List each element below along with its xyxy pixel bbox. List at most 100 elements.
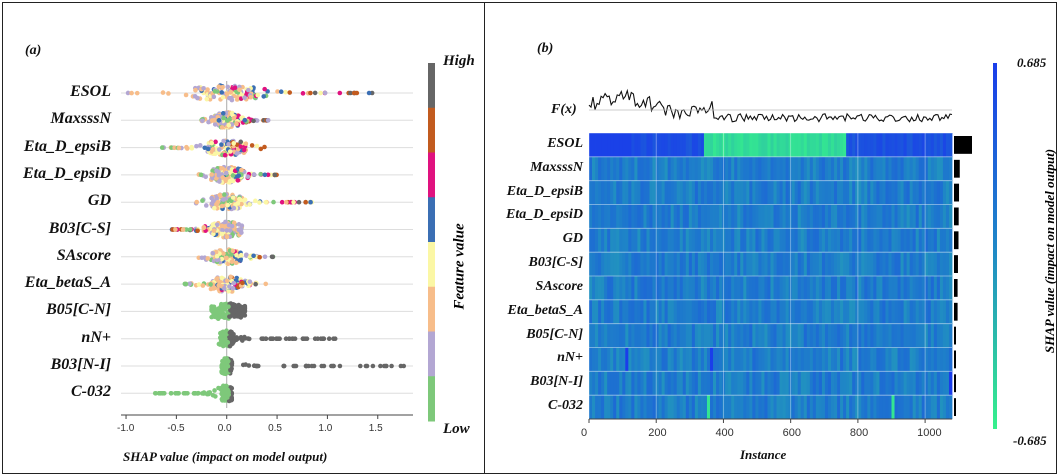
heatmap-cell xyxy=(776,204,780,229)
heatmap-cell xyxy=(613,204,617,229)
heatmap-cell xyxy=(831,395,835,420)
feature-label: GD xyxy=(87,192,111,210)
shap-point xyxy=(219,90,225,95)
heatmap-cell xyxy=(628,395,632,420)
heatmap-cell xyxy=(770,228,774,253)
heatmap-cell xyxy=(667,323,672,348)
heatmap-cell xyxy=(803,347,808,372)
shap-point xyxy=(219,332,224,338)
heatmap-cell xyxy=(888,228,892,253)
heatmap-cell xyxy=(785,204,790,229)
heatmap-cell xyxy=(764,347,768,372)
shap-point xyxy=(262,172,268,178)
shap-point xyxy=(211,309,217,315)
importance-bar xyxy=(954,255,958,273)
heatmap-cell xyxy=(637,180,641,205)
heatmap-cell xyxy=(710,299,714,324)
heatmap-cell xyxy=(794,371,799,396)
shap-point xyxy=(229,223,235,229)
heatmap-cell xyxy=(691,395,696,420)
heatmap-cell xyxy=(837,156,841,181)
heatmap-cell xyxy=(640,395,644,420)
x-tick-label: -0.5 xyxy=(167,423,185,434)
heatmap-cell xyxy=(791,371,796,396)
shap-point xyxy=(214,222,220,228)
heatmap-cell xyxy=(948,133,953,158)
shap-point xyxy=(176,390,181,396)
heatmap-cell xyxy=(879,204,883,229)
shap-point xyxy=(200,198,205,203)
heatmap-cell xyxy=(779,347,783,372)
heatmap-cell xyxy=(834,299,838,324)
shap-point xyxy=(321,363,327,369)
heatmap-cell xyxy=(694,347,699,372)
shap-point xyxy=(242,304,247,309)
heatmap-cell xyxy=(667,252,672,277)
heatmap-cell xyxy=(800,204,805,229)
heatmap-cell xyxy=(710,204,714,229)
heatmap-cell xyxy=(731,133,735,158)
heatmap-cell xyxy=(655,347,659,372)
heatmap-cell xyxy=(685,395,690,420)
heatmap-cell xyxy=(852,204,856,229)
heatmap-cell xyxy=(767,395,771,420)
heatmap-cell xyxy=(628,299,632,324)
shap-point xyxy=(255,363,260,369)
x-tick-label: 1.0 xyxy=(318,423,333,434)
panel-a-letter: (a) xyxy=(25,43,42,58)
heatmap-cell xyxy=(942,180,947,205)
heatmap-cell xyxy=(903,156,908,181)
heatmap-cell xyxy=(595,228,599,253)
heatmap-cell xyxy=(909,395,914,420)
heatmap-cell xyxy=(731,371,735,396)
heatmap-cell xyxy=(676,252,681,277)
heatmap-cell xyxy=(930,276,935,301)
heatmap-cell xyxy=(761,371,765,396)
heatmap-cell xyxy=(785,395,790,420)
heatmap-cell xyxy=(752,395,756,420)
shap-point xyxy=(180,227,186,232)
heatmap-cell xyxy=(661,228,666,253)
heatmap-cell xyxy=(761,180,765,205)
heatmap-cell xyxy=(852,156,856,181)
heatmap-cell xyxy=(703,228,708,253)
heatmap-cell xyxy=(942,371,947,396)
heatmap-cell xyxy=(610,347,614,372)
heatmap-cell xyxy=(682,180,687,205)
heatmap-cell xyxy=(924,347,929,372)
heatmap-cell xyxy=(788,371,793,396)
heatmap-cell xyxy=(948,299,953,324)
shap-point xyxy=(242,197,248,203)
heatmap-cell xyxy=(649,395,653,420)
heatmap-cell xyxy=(658,133,662,158)
heatmap-cell xyxy=(589,323,593,348)
heatmap-cell xyxy=(861,395,865,420)
heatmap-cell xyxy=(592,228,596,253)
heatmap-cell xyxy=(767,347,771,372)
shap-point xyxy=(357,363,363,369)
heatmap-cell xyxy=(834,228,838,253)
heatmap-cell xyxy=(888,323,892,348)
heatmap-cell xyxy=(676,180,681,205)
heatmap-cell xyxy=(891,204,895,229)
heatmap-cell xyxy=(921,371,926,396)
heatmap-cell xyxy=(619,180,623,205)
heatmap-cell xyxy=(873,347,877,372)
heatmap-cell xyxy=(809,204,814,229)
shap-point xyxy=(239,230,244,235)
heatmap-cell xyxy=(803,180,808,205)
feature-label: Eta_D_epsiD xyxy=(23,164,111,182)
heatmap-cell xyxy=(906,347,911,372)
heatmap-cell xyxy=(873,299,877,324)
heatmap-cell xyxy=(888,347,892,372)
heatmap-cell xyxy=(752,156,756,181)
heatmap-cell xyxy=(794,347,799,372)
heatmap-cell xyxy=(909,180,914,205)
heatmap-cell xyxy=(818,323,823,348)
heatmap-cell xyxy=(843,204,847,229)
heatmap-cell xyxy=(673,395,678,420)
heatmap-cell xyxy=(598,252,602,277)
heatmap-cell xyxy=(867,395,871,420)
heatmap-cell xyxy=(631,252,635,277)
heatmap-cell xyxy=(589,204,593,229)
